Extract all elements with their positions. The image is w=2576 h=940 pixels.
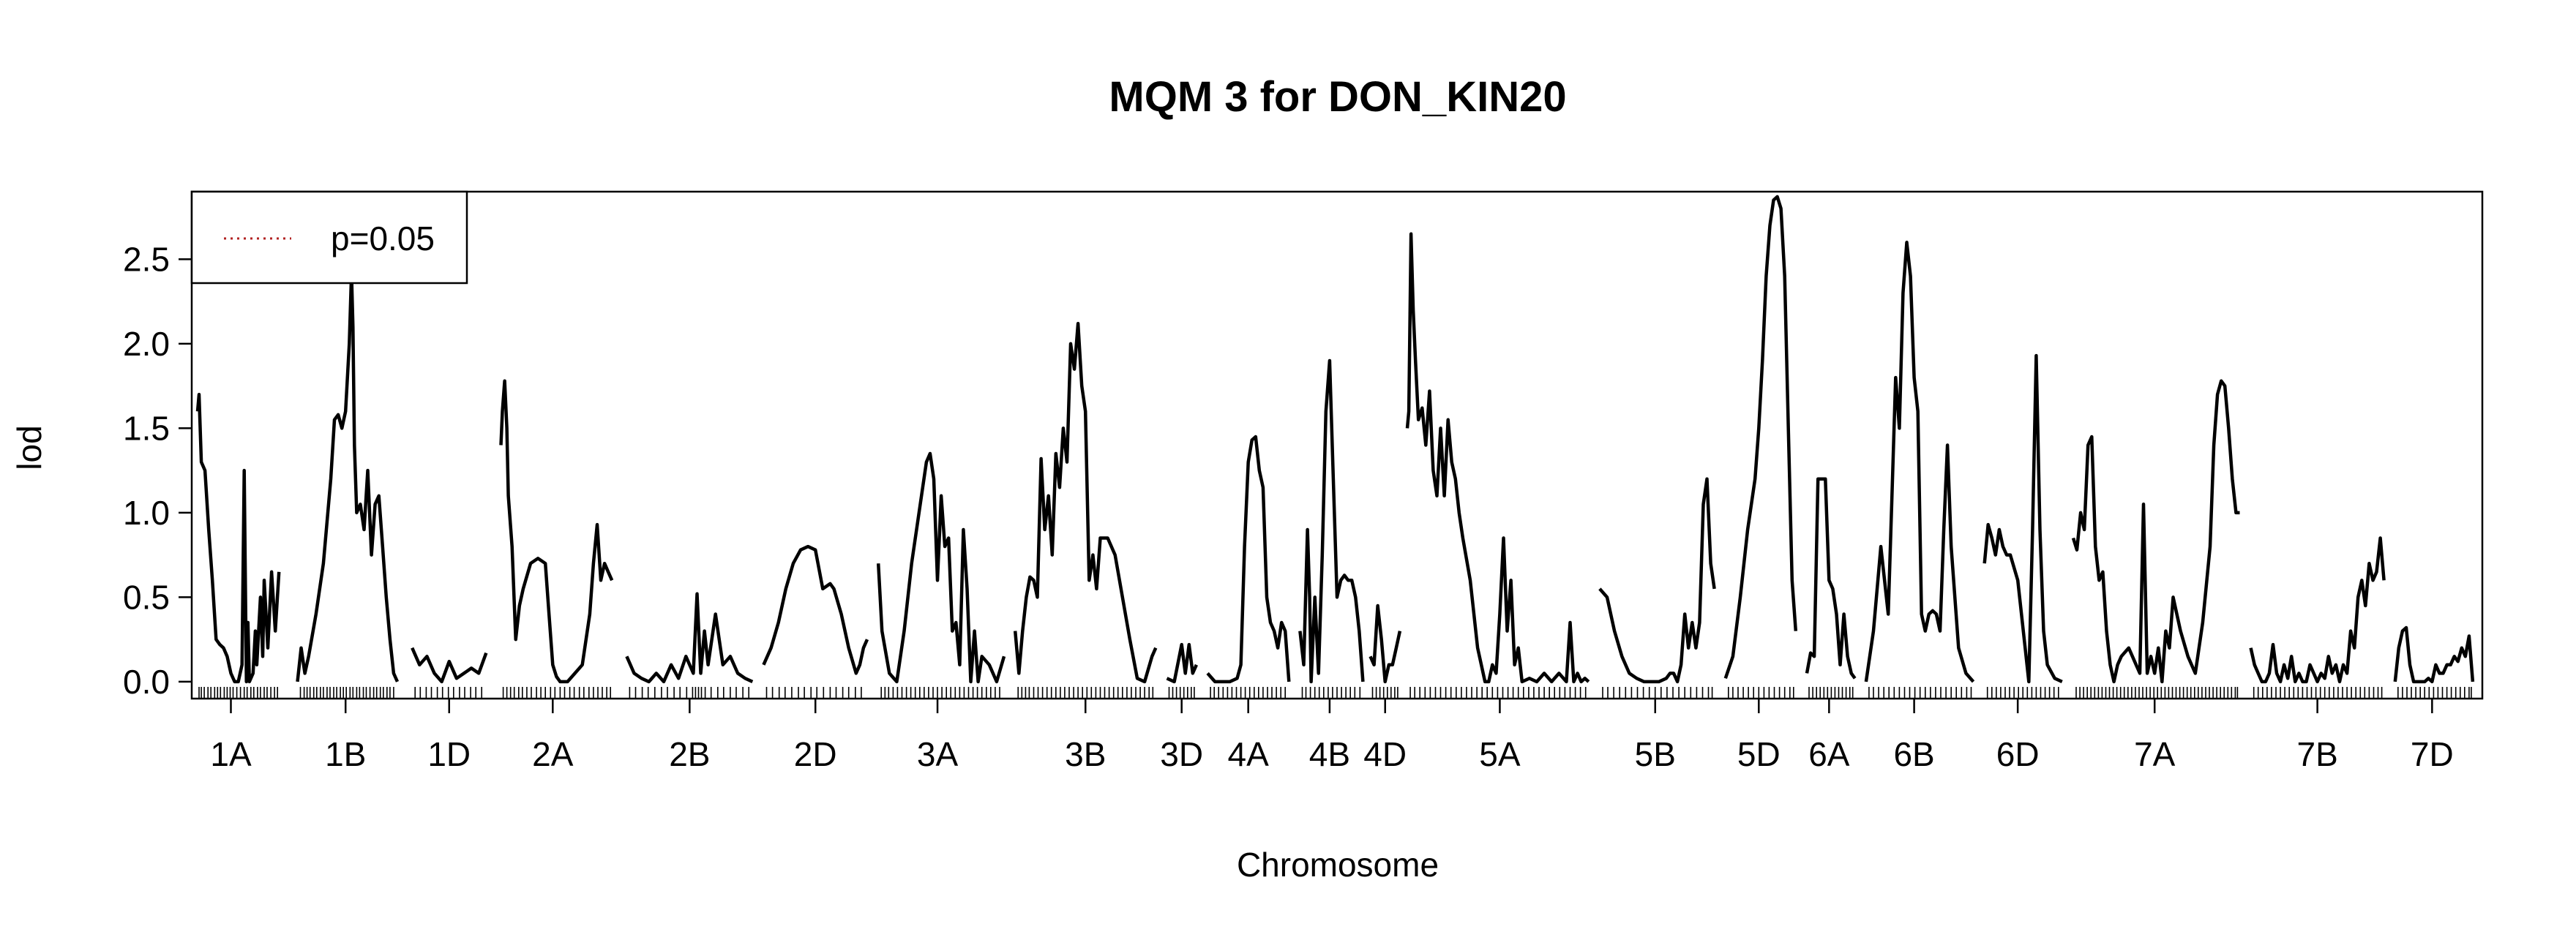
x-tick-label-4B: 4B bbox=[1309, 735, 1350, 773]
x-tick-label-5A: 5A bbox=[1479, 735, 1521, 773]
y-tick-label: 0.5 bbox=[123, 578, 170, 616]
x-axis-label: Chromosome bbox=[1237, 846, 1439, 884]
x-tick-label-3A: 3A bbox=[917, 735, 959, 773]
x-tick-label-6B: 6B bbox=[1893, 735, 1934, 773]
x-tick-label-1A: 1A bbox=[210, 735, 252, 773]
x-tick-label-1D: 1D bbox=[427, 735, 471, 773]
legend-label: p=0.05 bbox=[331, 219, 435, 257]
series-layer bbox=[195, 195, 2475, 684]
x-tick-label-5D: 5D bbox=[1737, 735, 1781, 773]
x-tick-label-2B: 2B bbox=[669, 735, 710, 773]
series-line-3B bbox=[1013, 321, 1158, 684]
series-line-6A bbox=[1805, 477, 1857, 680]
x-tick-label-6A: 6A bbox=[1808, 735, 1850, 773]
x-tick-label-3B: 3B bbox=[1065, 735, 1106, 773]
series-line-3A bbox=[876, 451, 1006, 684]
y-tick-label: 2.0 bbox=[123, 325, 170, 363]
series-line-3D bbox=[1166, 642, 1198, 684]
series-line-5A bbox=[1405, 232, 1590, 684]
y-tick-label: 0.0 bbox=[123, 663, 170, 701]
x-tick-label-5B: 5B bbox=[1635, 735, 1676, 773]
series-line-1B bbox=[296, 271, 400, 683]
x-tick-label-6D: 6D bbox=[1996, 735, 2040, 773]
series-line-4D bbox=[1368, 604, 1402, 684]
y-axis-label: lod bbox=[10, 425, 48, 470]
series-line-4B bbox=[1298, 358, 1365, 684]
x-tick-label-7A: 7A bbox=[2134, 735, 2176, 773]
series-line-7D bbox=[2393, 625, 2475, 684]
series-line-1D bbox=[411, 647, 488, 684]
x-tick-label-7D: 7D bbox=[2411, 735, 2454, 773]
x-tick-label-3D: 3D bbox=[1160, 735, 1203, 773]
legend: p=0.05 bbox=[190, 190, 468, 285]
series-line-2B bbox=[625, 592, 754, 684]
series-line-1A bbox=[195, 392, 281, 684]
series-line-2D bbox=[762, 544, 869, 675]
x-tick-label-4D: 4D bbox=[1363, 735, 1407, 773]
series-line-5B bbox=[1598, 477, 1716, 684]
marker-rug bbox=[198, 687, 2472, 699]
x-tick-label-1B: 1B bbox=[325, 735, 366, 773]
x-tick-label-7B: 7B bbox=[2296, 735, 2337, 773]
y-tick-label: 1.5 bbox=[123, 409, 170, 447]
x-tick-label-2A: 2A bbox=[532, 735, 574, 773]
x-tick-label-2D: 2D bbox=[794, 735, 837, 773]
y-tick-label: 2.5 bbox=[123, 240, 170, 278]
series-line-2A bbox=[499, 379, 614, 684]
series-line-5D bbox=[1723, 195, 1798, 680]
y-tick-label: 1.0 bbox=[123, 494, 170, 532]
series-line-7B bbox=[2249, 536, 2386, 684]
series-line-6D bbox=[1982, 353, 2063, 684]
series-line-7A bbox=[2071, 379, 2240, 684]
x-tick-label-4A: 4A bbox=[1228, 735, 1270, 773]
series-line-6B bbox=[1864, 241, 1975, 683]
series-line-4A bbox=[1206, 435, 1291, 684]
plot-frame bbox=[190, 190, 2484, 700]
chart-title: MQM 3 for DON_KIN20 bbox=[1109, 73, 1566, 121]
y-axis: 0.0 0.5 1.0 1.5 2.0 2.5 bbox=[123, 240, 192, 701]
x-axis: 1A 1B 1D 2A 2B 2D 3A 3B 3D 4A 4B 4D 5A 5B 5D 6A 6B 6D 7A 7B… bbox=[210, 699, 2454, 773]
